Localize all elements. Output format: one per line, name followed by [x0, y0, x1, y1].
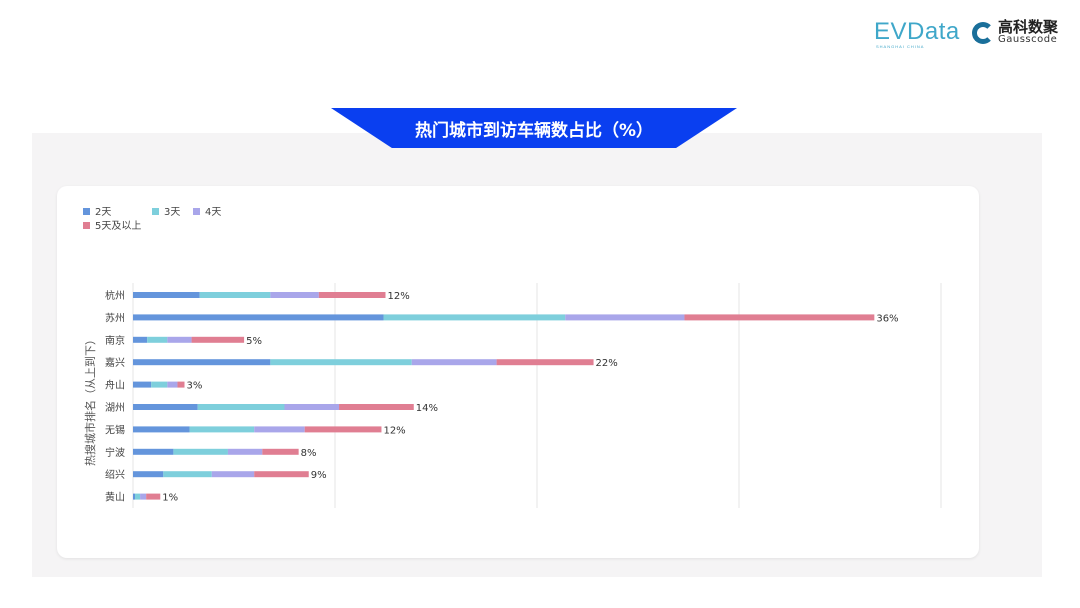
category-label: 舟山: [105, 379, 125, 392]
chart-title: 热门城市到访车辆数占比（%）: [331, 108, 737, 148]
legend-label: 3天: [164, 207, 180, 218]
bar-segment: [254, 471, 309, 478]
bar-segment: [177, 381, 185, 388]
total-data-label: 1%: [162, 493, 178, 504]
bar-segment: [189, 426, 255, 433]
chart-card: [57, 186, 979, 558]
category-label: 宁波: [105, 446, 125, 459]
bar-segment: [133, 426, 190, 433]
bar-segment: [270, 292, 319, 298]
bar-segment: [411, 359, 497, 366]
bar-segment: [496, 359, 594, 366]
legend-swatch: [83, 222, 90, 229]
bar-segment: [133, 404, 198, 410]
bar-segment: [140, 493, 147, 500]
bar-segment: [167, 381, 178, 388]
bar-segment: [133, 336, 148, 343]
evdata-logo: EVData SHANGHAI CHINA: [874, 18, 960, 49]
bar-segment: [284, 404, 340, 410]
bar-segment: [133, 493, 136, 500]
total-data-label: 3%: [187, 381, 203, 392]
category-label: 黄山: [105, 491, 125, 504]
bar-segment: [199, 292, 271, 298]
bar-segment: [135, 493, 141, 500]
total-data-label: 22%: [596, 358, 618, 369]
evdata-logo-text: EVData: [874, 18, 960, 45]
total-data-label: 8%: [301, 448, 317, 459]
category-label: 嘉兴: [105, 356, 125, 369]
bar-segment: [133, 381, 152, 388]
total-data-label: 12%: [388, 291, 410, 302]
gausscode-logo-icon: [972, 21, 994, 44]
legend-swatch: [83, 208, 90, 215]
total-data-label: 36%: [876, 313, 898, 324]
bar-segment: [383, 314, 566, 321]
bar-segment: [304, 426, 382, 433]
category-label: 无锡: [105, 423, 125, 436]
legend-swatch: [193, 208, 200, 215]
bar-segment: [254, 426, 305, 433]
bar-segment: [133, 292, 200, 298]
bar-segment: [133, 471, 164, 478]
bar-segment: [270, 359, 412, 366]
bar-segment: [146, 493, 161, 500]
gausscode-logo: 高科数聚 Gausscode: [972, 20, 1058, 45]
category-label: 杭州: [105, 289, 125, 302]
bar-segment: [262, 448, 299, 455]
total-data-label: 14%: [416, 403, 438, 414]
bar-segment: [191, 336, 245, 343]
legend-label: 5天及以上: [95, 220, 141, 232]
gausscode-logo-en: Gausscode: [998, 34, 1058, 45]
bar-segment: [684, 314, 875, 321]
bar-segment: [173, 448, 228, 455]
bar-segment: [133, 448, 174, 455]
gausscode-logo-cn: 高科数聚: [998, 18, 1059, 36]
bar-segment: [227, 448, 263, 455]
bar-segment: [147, 336, 168, 343]
bar-segment: [318, 292, 386, 298]
category-label: 苏州: [105, 311, 125, 324]
legend-swatch: [152, 208, 159, 215]
bar-segment: [339, 404, 414, 410]
category-label: 湖州: [105, 402, 125, 414]
legend-label: 4天: [205, 207, 221, 218]
bar-segment: [163, 471, 212, 478]
total-data-label: 12%: [383, 425, 405, 436]
bar-segment: [151, 381, 168, 388]
bar-segment: [197, 404, 285, 410]
legend-label: 2天: [95, 207, 111, 218]
bar-segment: [167, 336, 192, 343]
bar-segment: [133, 359, 271, 366]
total-data-label: 9%: [311, 470, 327, 481]
y-axis-label: 热搜城市排名（从上到下）: [83, 334, 97, 466]
category-label: 绍兴: [105, 468, 125, 481]
evdata-logo-sub: SHANGHAI CHINA: [876, 44, 925, 49]
bar-segment: [133, 314, 384, 321]
category-label: 南京: [105, 334, 125, 347]
bar-segment: [565, 314, 685, 321]
total-data-label: 5%: [246, 336, 262, 347]
bar-segment: [211, 471, 255, 478]
